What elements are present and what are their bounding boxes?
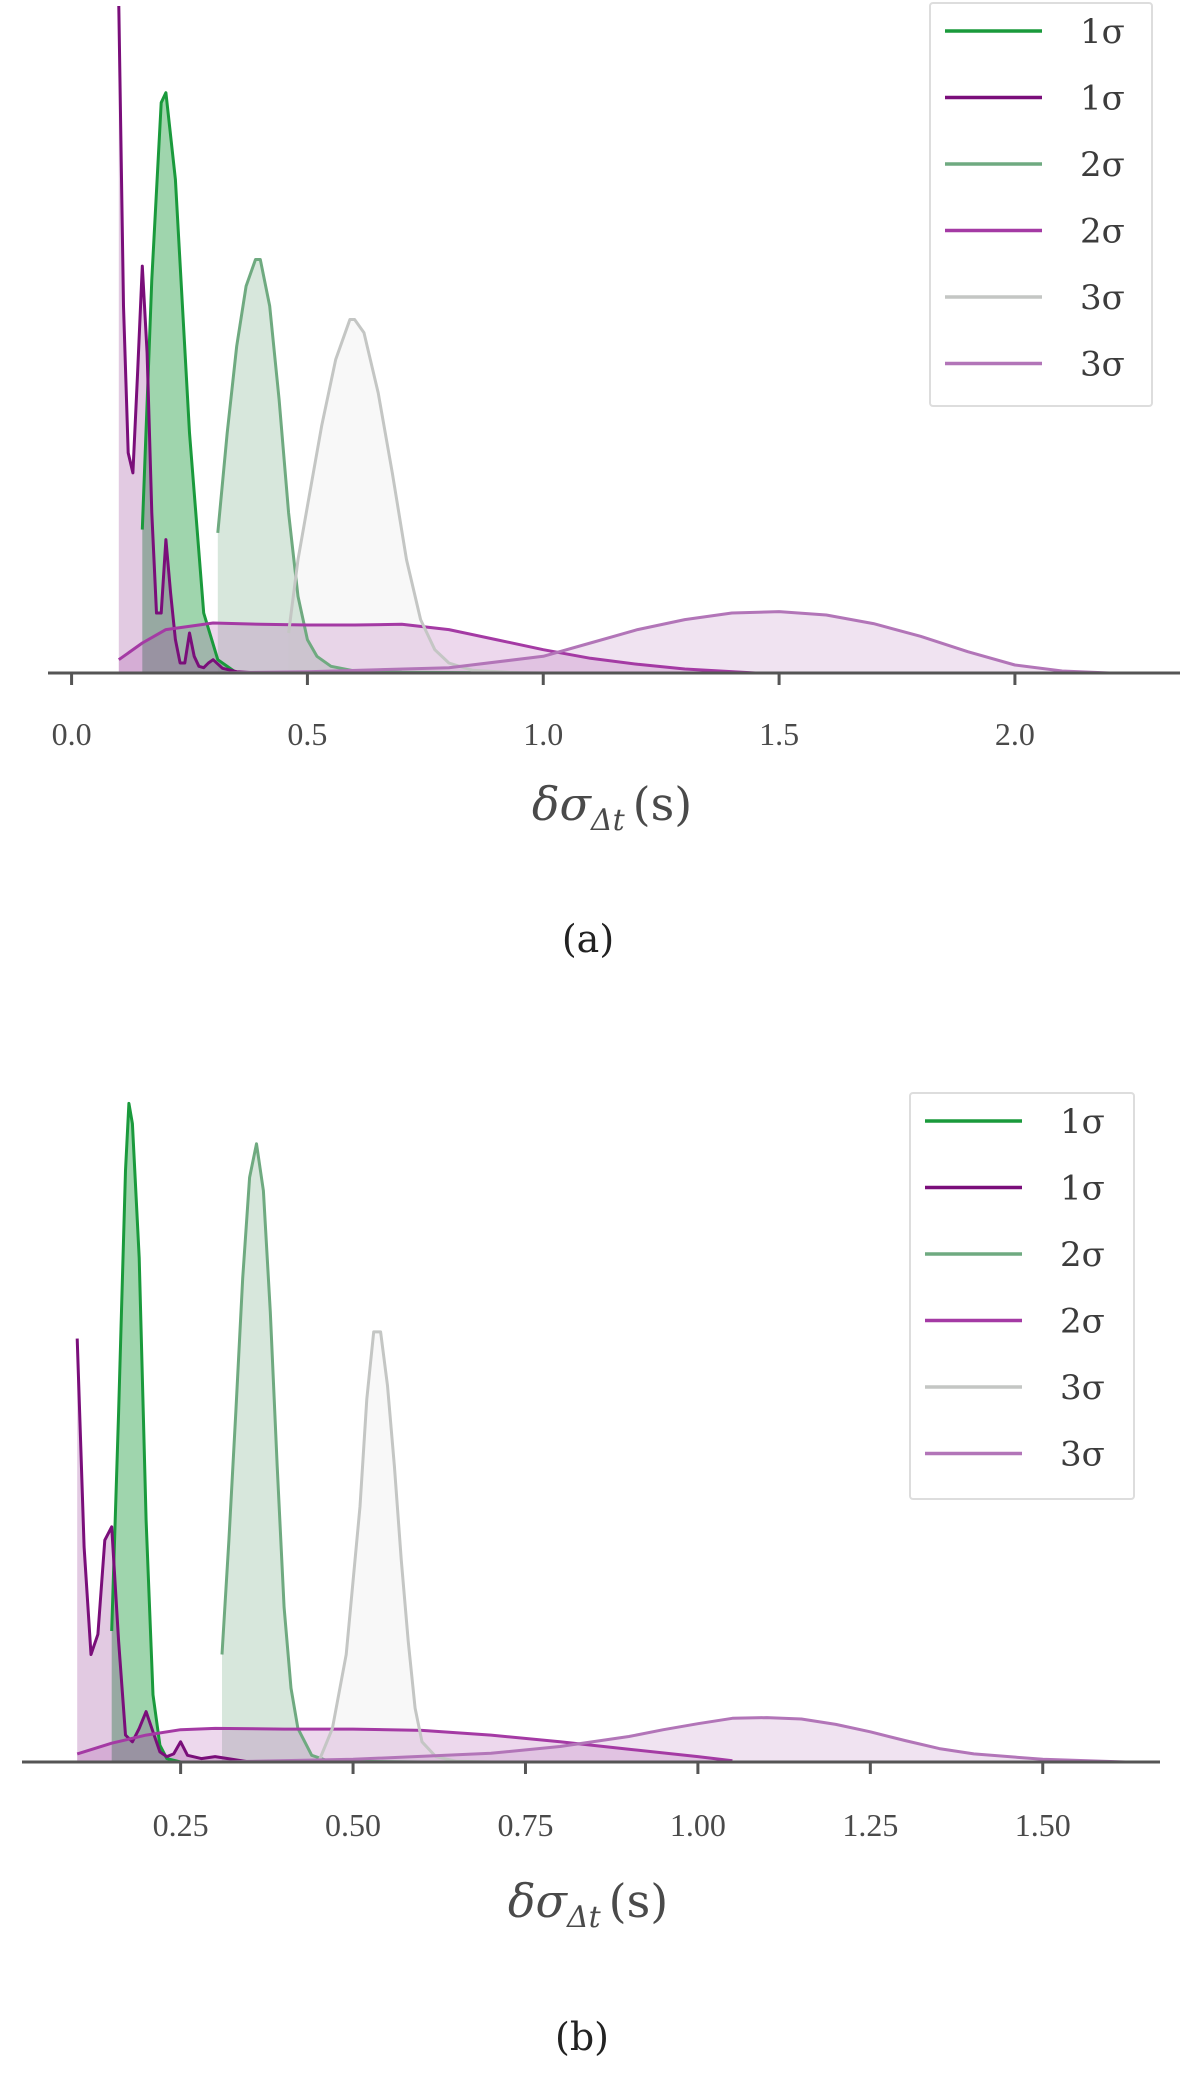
legend-label: 2σ xyxy=(1060,1302,1105,1342)
x-tick-label: 0.0 xyxy=(52,716,92,752)
density-line-2 xyxy=(75,1338,250,1764)
density-line-3 xyxy=(220,1142,774,1764)
density-line-3 xyxy=(216,258,652,675)
x-tick-label: 1.5 xyxy=(759,716,799,752)
chart-panel-b: 0.25 0.50 0.75 1.00 1.25 1.50 δσΔt (s) 1σ 1σ 2σ 2… xyxy=(22,1092,1160,2059)
panel-caption: (a) xyxy=(562,917,614,961)
legend-frame xyxy=(909,1092,1135,1500)
density-area-5 xyxy=(288,319,520,673)
density-line-6 xyxy=(215,1716,1126,1764)
x-tick-label: 2.0 xyxy=(995,716,1035,752)
density-area-1 xyxy=(111,1103,181,1762)
legend-label: 3σ xyxy=(1060,1368,1105,1408)
legend-label: 3σ xyxy=(1080,278,1125,318)
density-area-2 xyxy=(118,6,261,673)
density-line-5 xyxy=(287,318,520,675)
x-ticks: 0.0 0.5 1.0 1.5 2.0 xyxy=(52,673,1035,752)
x-tick-label: 1.50 xyxy=(1015,1807,1071,1843)
density-line-1 xyxy=(140,91,238,675)
legend: 1σ 1σ 2σ 2σ 3σ 3σ xyxy=(929,2,1153,407)
x-axis-label: δσΔt (s) xyxy=(508,1874,668,1935)
x-axis-label: δσΔt (s) xyxy=(532,777,692,838)
legend-label: 2σ xyxy=(1080,145,1125,185)
chart-panel-a: 0.0 0.5 1.0 1.5 2.0 δσΔt (s) 1σ 1σ 2σ 2σ 3σ 3σ (a) xyxy=(48,2,1180,961)
legend-frame xyxy=(929,2,1153,407)
density-area-4 xyxy=(77,1728,733,1762)
x-tick-label: 0.25 xyxy=(153,1807,209,1843)
density-area-6 xyxy=(215,1717,1126,1762)
legend-label: 2σ xyxy=(1080,212,1125,252)
density-line-5 xyxy=(317,1330,492,1764)
x-tick-label: 1.0 xyxy=(523,716,563,752)
legend-label: 1σ xyxy=(1080,79,1125,119)
panel-caption: (b) xyxy=(555,2015,609,2059)
density-area-3 xyxy=(217,259,652,673)
legend: 1σ 1σ 2σ 2σ 3σ 3σ xyxy=(909,1092,1135,1500)
density-line-6 xyxy=(213,610,1110,675)
density-line-2 xyxy=(117,5,261,675)
legend-label: 1σ xyxy=(1060,1169,1105,1209)
density-line-1 xyxy=(110,1101,181,1764)
legend-label: 2σ xyxy=(1060,1235,1105,1275)
legend-label: 3σ xyxy=(1080,345,1125,385)
x-tick-label: 0.50 xyxy=(325,1807,381,1843)
x-tick-label: 0.5 xyxy=(287,716,327,752)
density-lines xyxy=(117,5,1110,675)
legend-label: 1σ xyxy=(1060,1102,1105,1142)
density-line-4 xyxy=(117,621,756,675)
legend-label: 1σ xyxy=(1080,12,1125,52)
legend-label: 3σ xyxy=(1060,1435,1105,1475)
x-tick-label: 1.25 xyxy=(842,1807,898,1843)
x-ticks: 0.25 0.50 0.75 1.00 1.25 1.50 xyxy=(153,1762,1071,1843)
x-tick-label: 1.00 xyxy=(670,1807,726,1843)
density-area-1 xyxy=(142,92,237,673)
density-line-4 xyxy=(76,1726,733,1763)
x-tick-label: 0.75 xyxy=(497,1807,553,1843)
density-area-5 xyxy=(318,1331,491,1762)
density-area-3 xyxy=(222,1143,774,1762)
